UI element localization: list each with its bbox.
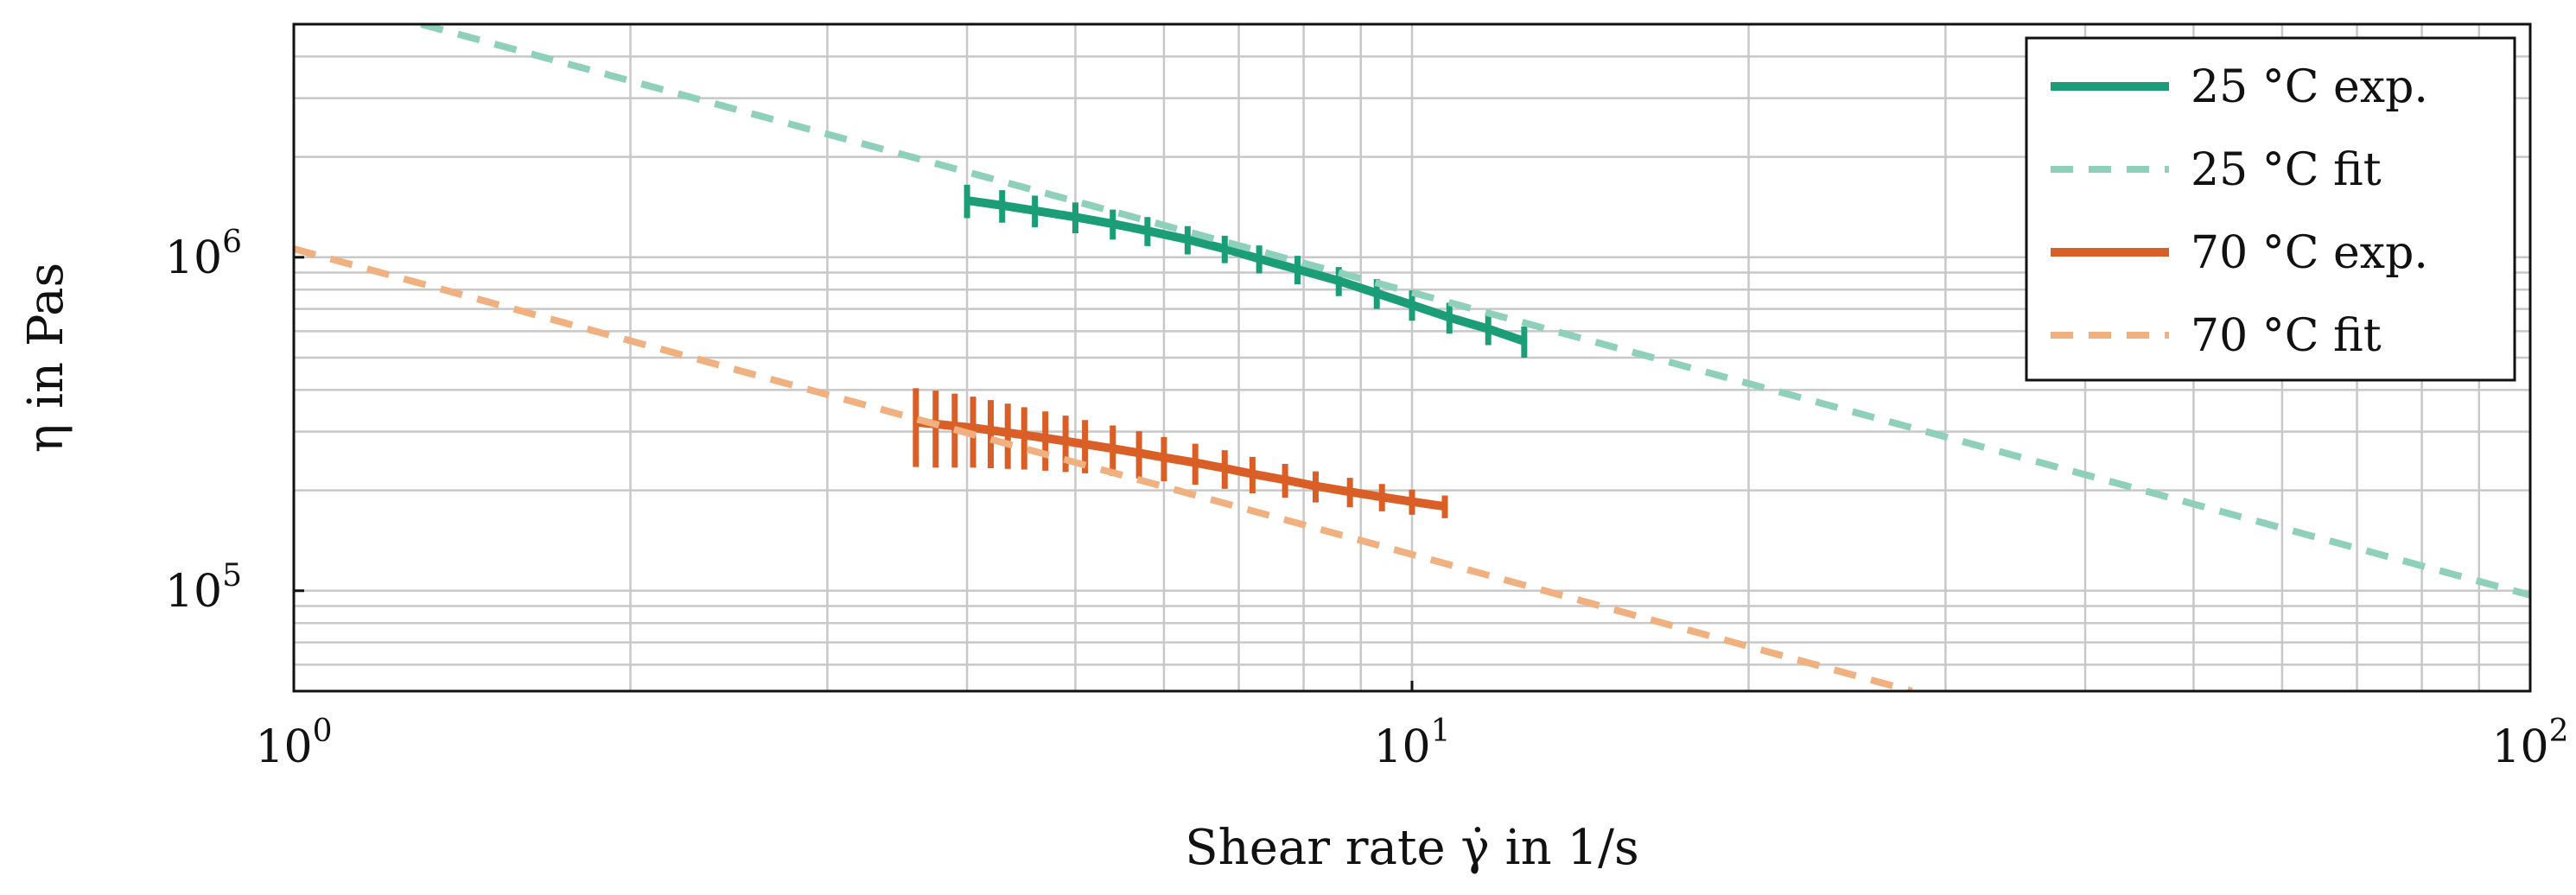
plot-series xyxy=(294,24,2530,691)
y-tick-label: 106 xyxy=(165,225,242,284)
y-axis-label: η in Pas xyxy=(18,263,74,453)
x-axis-ticks: 100 101 102 xyxy=(255,681,2569,773)
legend: 25 °C exp. 25 °C fit 70 °C exp. 70 °C fit xyxy=(2025,36,2516,382)
series-line-2 xyxy=(915,417,1446,511)
x-tick-label: 102 xyxy=(2491,714,2568,773)
x-tick-label: 101 xyxy=(1373,714,1450,773)
legend-box xyxy=(2025,36,2516,382)
series-line-0 xyxy=(966,196,1526,346)
y-axis-ticks: 105 106 xyxy=(165,225,304,618)
legend-entry-0: 25 °C exp. xyxy=(2191,61,2428,113)
legend-entry-3: 70 °C fit xyxy=(2191,310,2382,362)
x-tick-label: 100 xyxy=(255,714,332,773)
series-line-1 xyxy=(420,24,2530,599)
legend-entry-1: 25 °C fit xyxy=(2191,144,2382,196)
x-axis-label: Shear rate γ̇ in 1/s xyxy=(1185,820,1638,876)
series-line-3 xyxy=(294,245,1913,691)
y-tick-label: 105 xyxy=(165,558,242,618)
legend-entry-2: 70 °C exp. xyxy=(2191,227,2428,279)
